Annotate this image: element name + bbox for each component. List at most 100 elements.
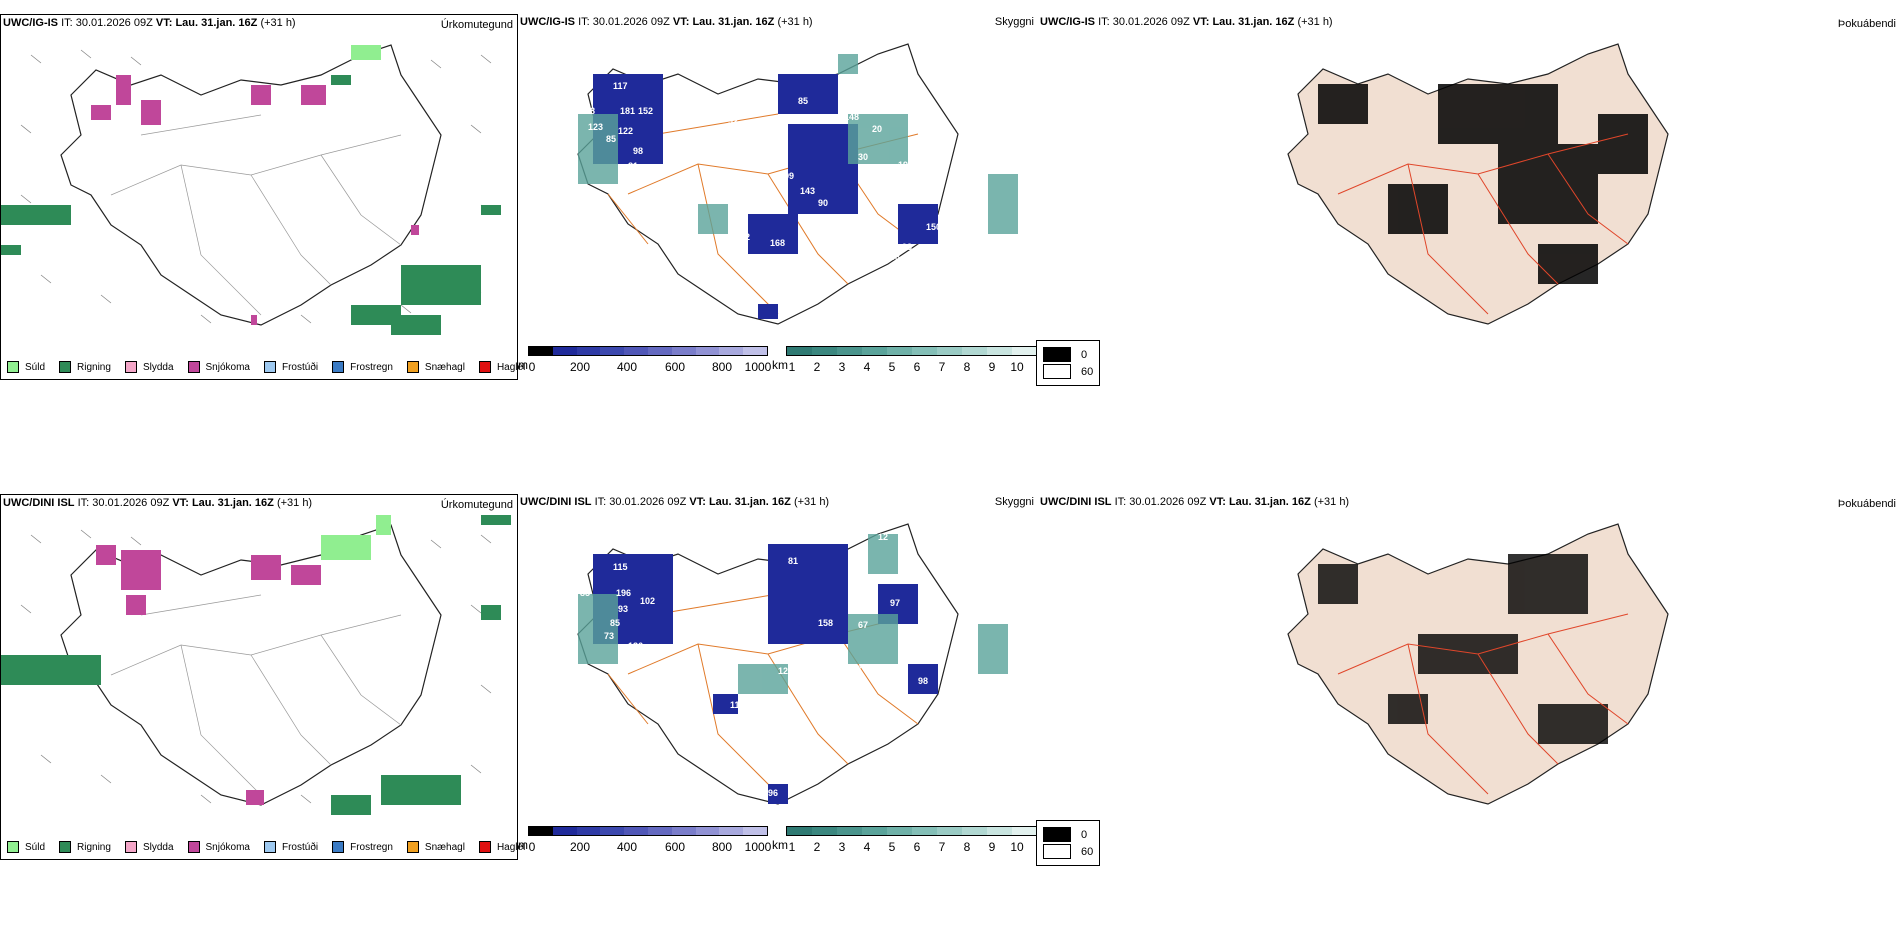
panel-header: UWC/IG-IS IT: 30.01.2026 09Z VT: Lau. 31…: [520, 16, 813, 28]
cloud-label: 20: [872, 124, 882, 134]
legend-item: Haglél: [478, 361, 525, 373]
legend-swatch: [332, 841, 345, 853]
panel-header: UWC/IG-IS IT: 30.01.2026 09Z VT: Lau. 31…: [3, 17, 296, 29]
height-scale-m: m 0 200 400 600 800 1000: [518, 824, 771, 858]
cloud-base-labels: 117 188 181 152 123 122 85 98 81 105 19 …: [576, 81, 941, 266]
cloud-label: 17: [852, 664, 862, 674]
panel-header: UWC/IG-IS IT: 30.01.2026 09Z VT: Lau. 31…: [1040, 16, 1333, 28]
cloud-label: 85: [606, 134, 616, 144]
cloud-map-top: 117 188 181 152 123 122 85 98 81 105 19 …: [576, 43, 1018, 325]
height-scale-m: m 0 200 400 600 800 1000: [518, 344, 771, 378]
cloud-label: 119: [618, 658, 633, 668]
cloud-label: 120: [814, 682, 829, 692]
cloud-label: 123: [588, 122, 603, 132]
road-network: [110, 114, 402, 316]
legend-swatch: [59, 361, 72, 373]
snow-areas: [96, 545, 321, 805]
cloud-label: 196: [616, 588, 631, 598]
cloud-label: 150: [926, 222, 941, 232]
height-scale-km: km 1 2 3 4 5 6 7 8 9 10: [772, 344, 1038, 378]
cloud-label: 96: [768, 788, 778, 798]
low-cloud-areas: [593, 74, 938, 319]
legend-item: Rigning: [59, 841, 111, 853]
cloud-label: 97: [890, 598, 900, 608]
cloud-panel-bottom: 115 85 196 93 102 85 73 136 119 113 81 1…: [518, 494, 1038, 860]
fog-key: 0 60: [1036, 340, 1101, 386]
cloud-label: 30: [858, 152, 868, 162]
panel-title: Skyggni: [994, 16, 1034, 28]
drizzle-areas: [351, 45, 381, 60]
legend-swatch: [406, 361, 419, 373]
cloud-label: 88: [890, 252, 900, 262]
cloud-label: 181: [620, 106, 635, 116]
legend-swatch: [124, 361, 137, 373]
cloud-label: 67: [858, 620, 868, 630]
rain-areas: [1, 515, 511, 815]
cloud-label: 136: [628, 641, 643, 651]
legend-swatch: [59, 841, 72, 853]
fog-swatch: [1043, 347, 1071, 362]
legend-item: Snæhagl: [406, 361, 465, 373]
cloud-label: 19: [576, 210, 586, 220]
cloud-label: 92: [728, 116, 738, 126]
cloud-label: 133: [750, 256, 765, 266]
legend-swatch: [187, 361, 200, 373]
cloud-label: 81: [788, 556, 798, 566]
cloud-label: 105: [638, 172, 653, 182]
panel-title: Úrkomutegund: [440, 19, 513, 31]
panel-title: Þokuábendi: [1837, 18, 1896, 30]
legend-item: Súld: [7, 841, 45, 853]
cloud-base-labels: 115 85 196 93 102 85 73 136 119 113 81 1…: [580, 532, 928, 798]
cloud-label: 98: [918, 676, 928, 686]
precip-legend: Súld Rigning Slydda Snjókoma Frostúði Fr…: [7, 361, 539, 373]
cloud-label: 90: [818, 198, 828, 208]
cloud-label: 126: [778, 666, 793, 676]
fog-intensity: [1318, 554, 1608, 744]
cloud-label: 20: [916, 110, 926, 120]
cloud-label: 152: [638, 106, 653, 116]
legend-item: Haglél: [478, 841, 525, 853]
legend-item: Frostúði: [263, 841, 318, 853]
cloud-label: 85: [798, 96, 808, 106]
legend-swatch: [7, 841, 19, 853]
cloud-label: 81: [628, 161, 638, 171]
fog-key: 0 60: [1036, 820, 1101, 866]
panel-header: UWC/DINI ISL IT: 30.01.2026 09Z VT: Lau.…: [520, 496, 830, 508]
legend-item: Súld: [7, 361, 45, 373]
cloud-label: 99: [784, 171, 794, 181]
legend-swatch: [478, 841, 491, 853]
precip-map-bottom: [1, 515, 511, 815]
cloud-label: 117: [613, 81, 628, 91]
fog-panel-top: UWC/IG-IS IT: 30.01.2026 09Z VT: Lau. 31…: [1036, 14, 1898, 386]
cloud-km-areas: [578, 534, 1008, 694]
cloud-label: 12: [740, 232, 750, 242]
road-network: [1337, 613, 1629, 795]
panel-header: UWC/DINI ISL IT: 30.01.2026 09Z VT: Lau.…: [3, 497, 313, 509]
legend-swatch: [332, 361, 345, 373]
cloud-label: 143: [800, 186, 815, 196]
cloud-label: 115: [613, 562, 628, 572]
fog-map-top: [1287, 43, 1669, 325]
cloud-label: 113: [730, 700, 745, 710]
legend-item: Frostregn: [332, 841, 393, 853]
legend-swatch: [7, 361, 19, 373]
legend-item: Frostúði: [263, 361, 318, 373]
fog-swatch: [1043, 844, 1071, 859]
height-scale-km: km 1 2 3 4 5 6 7 8 9 10: [772, 824, 1038, 858]
iceland-outline: [60, 524, 442, 806]
cloud-label: 85: [580, 588, 590, 598]
legend-swatch: [263, 841, 276, 853]
legend-swatch: [478, 361, 491, 373]
fog-swatch: [1043, 827, 1071, 842]
legend-swatch: [187, 841, 200, 853]
legend-swatch: [124, 841, 137, 853]
snow-areas: [91, 75, 419, 325]
cloud-label: 98: [633, 146, 643, 156]
legend-item: Snjókoma: [187, 361, 250, 373]
cloud-label: 192: [898, 160, 913, 170]
legend-item: Frostregn: [332, 361, 393, 373]
panel-title: Skyggni: [994, 496, 1034, 508]
cloud-label: 188: [580, 106, 595, 116]
drizzle-areas: [321, 515, 391, 560]
legend-item: Snjókoma: [187, 841, 250, 853]
